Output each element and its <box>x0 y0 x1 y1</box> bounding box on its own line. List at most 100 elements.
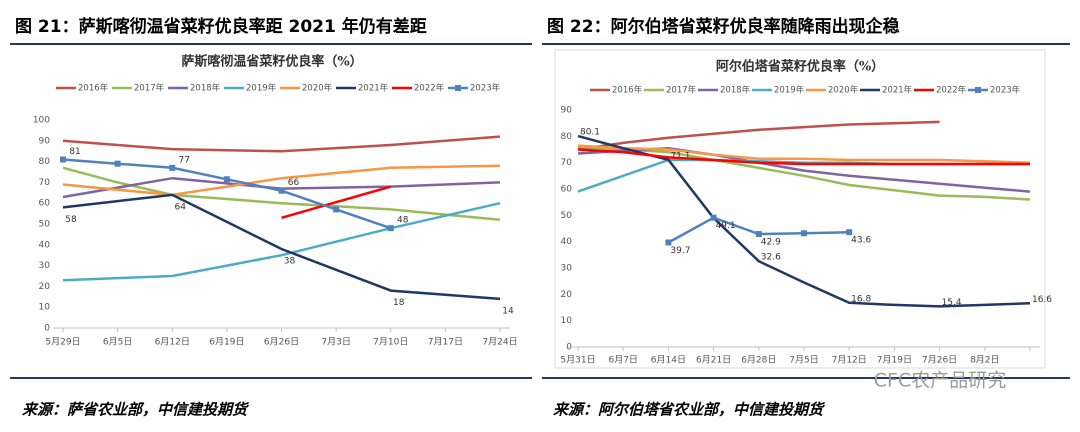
legend-label: 2019年 <box>246 83 277 94</box>
figure-caption: 图 22：阿尔伯塔省菜籽优良率随降雨出现企稳 <box>547 16 900 37</box>
x-tick-label: 8月2日 <box>970 355 999 366</box>
point-marker <box>169 164 176 171</box>
data-label: 16.8 <box>851 294 871 304</box>
data-label: 71.1 <box>670 151 690 161</box>
point-marker <box>60 156 66 163</box>
series-line <box>577 148 1030 166</box>
series-line <box>667 216 850 244</box>
chart-title: 萨斯喀彻温省菜籽优良率（%） <box>181 54 362 70</box>
data-label: 43.6 <box>851 236 871 246</box>
series-line <box>62 193 501 301</box>
series-line <box>577 144 1031 164</box>
data-label: 64 <box>175 202 187 212</box>
legend-marker <box>975 87 981 93</box>
y-tick-label: 30 <box>561 264 573 274</box>
data-label: 14 <box>502 306 514 316</box>
series-line <box>62 135 501 153</box>
legend-label: 2018年 <box>720 85 751 96</box>
x-tick-label: 6月26日 <box>264 337 299 348</box>
series-line <box>62 176 501 199</box>
y-tick-label: 80 <box>39 157 51 167</box>
x-tick-label: 7月10日 <box>373 337 408 348</box>
legend-label: 2016年 <box>78 83 109 94</box>
data-label: 80.1 <box>580 128 600 138</box>
series-line <box>62 164 501 197</box>
x-tick-label: 7月12日 <box>832 355 867 366</box>
x-tick-label: 7月5日 <box>789 355 818 366</box>
y-tick-label: 90 <box>561 106 573 116</box>
x-tick-label: 6月19日 <box>209 337 244 348</box>
x-tick-label: 6月12日 <box>155 337 190 348</box>
x-tick-label: 7月24日 <box>482 337 517 348</box>
series-line <box>577 145 1031 201</box>
legend-label: 2022年 <box>936 85 967 96</box>
point-marker <box>223 176 230 183</box>
point-marker <box>846 229 853 236</box>
y-tick-label: 70 <box>39 178 51 188</box>
data-label: 16.6 <box>1032 295 1052 305</box>
point-marker <box>755 231 762 238</box>
legend-label: 2020年 <box>828 85 859 96</box>
chart-title: 阿尔伯塔省菜籽优良率（%） <box>716 59 884 75</box>
legend-label: 2023年 <box>470 83 501 94</box>
point-marker <box>114 160 121 167</box>
legend-label: 2023年 <box>990 85 1021 96</box>
y-tick-label: 20 <box>561 290 573 300</box>
data-label: 32.6 <box>761 253 781 263</box>
x-tick-label: 6月5日 <box>103 337 132 348</box>
watermark: CFC农产品研究 <box>874 370 1006 392</box>
source-note: 来源：萨省农业部，中信建投期货 <box>22 401 250 419</box>
legend-label: 2018年 <box>190 83 221 94</box>
data-label: 81 <box>69 147 80 157</box>
x-tick-label: 6月28日 <box>741 355 776 366</box>
y-tick-label: 20 <box>39 282 51 292</box>
legend-label: 2022年 <box>414 83 445 94</box>
series-line <box>62 166 501 222</box>
point-marker <box>801 230 807 237</box>
point-marker <box>665 239 672 246</box>
figure-caption: 图 21：萨斯喀彻温省菜籽优良率距 2021 年仍有差距 <box>15 16 427 37</box>
data-label: 77 <box>179 155 190 165</box>
legend-label: 2020年 <box>302 83 333 94</box>
data-label: 39.7 <box>670 246 690 256</box>
point-marker <box>710 214 717 221</box>
x-tick-label: 6月14日 <box>651 355 686 366</box>
chart-frame <box>554 49 1046 369</box>
y-tick-label: 70 <box>561 158 573 168</box>
y-tick-label: 10 <box>561 316 573 326</box>
data-label: 66 <box>288 178 300 188</box>
x-tick-label: 6月7日 <box>608 355 637 366</box>
y-tick-label: 40 <box>39 240 51 250</box>
y-tick-label: 100 <box>33 116 50 126</box>
series-line <box>62 158 392 230</box>
data-label: 42.9 <box>761 238 781 248</box>
legend-label: 2019年 <box>774 85 805 96</box>
y-tick-label: 40 <box>561 237 573 247</box>
y-tick-label: 90 <box>39 136 51 146</box>
x-tick-label: 7月19日 <box>877 355 912 366</box>
data-label: 38 <box>284 256 296 266</box>
legend-label: 2017年 <box>666 85 697 96</box>
point-marker <box>278 187 285 194</box>
data-label: 58 <box>65 215 77 225</box>
data-label: 15.4 <box>942 298 962 308</box>
data-label: 48 <box>397 216 409 226</box>
x-tick-label: 7月17日 <box>428 337 463 348</box>
y-tick-label: 60 <box>39 199 51 209</box>
x-tick-label: 5月31日 <box>560 355 595 366</box>
series-line <box>577 120 940 151</box>
y-tick-label: 60 <box>561 185 573 195</box>
y-tick-label: 50 <box>561 211 573 221</box>
y-tick-label: 50 <box>39 220 51 230</box>
y-tick-label: 80 <box>561 132 573 142</box>
x-tick-label: 7月3日 <box>321 337 350 348</box>
point-marker <box>333 206 340 213</box>
legend-marker <box>455 85 461 91</box>
legend-label: 2016年 <box>612 85 643 96</box>
legend-label: 2021年 <box>358 83 389 94</box>
x-tick-label: 5月29日 <box>45 337 80 348</box>
source-note: 来源：阿尔伯塔省农业部，中信建投期货 <box>553 401 826 419</box>
series-line <box>281 185 392 220</box>
